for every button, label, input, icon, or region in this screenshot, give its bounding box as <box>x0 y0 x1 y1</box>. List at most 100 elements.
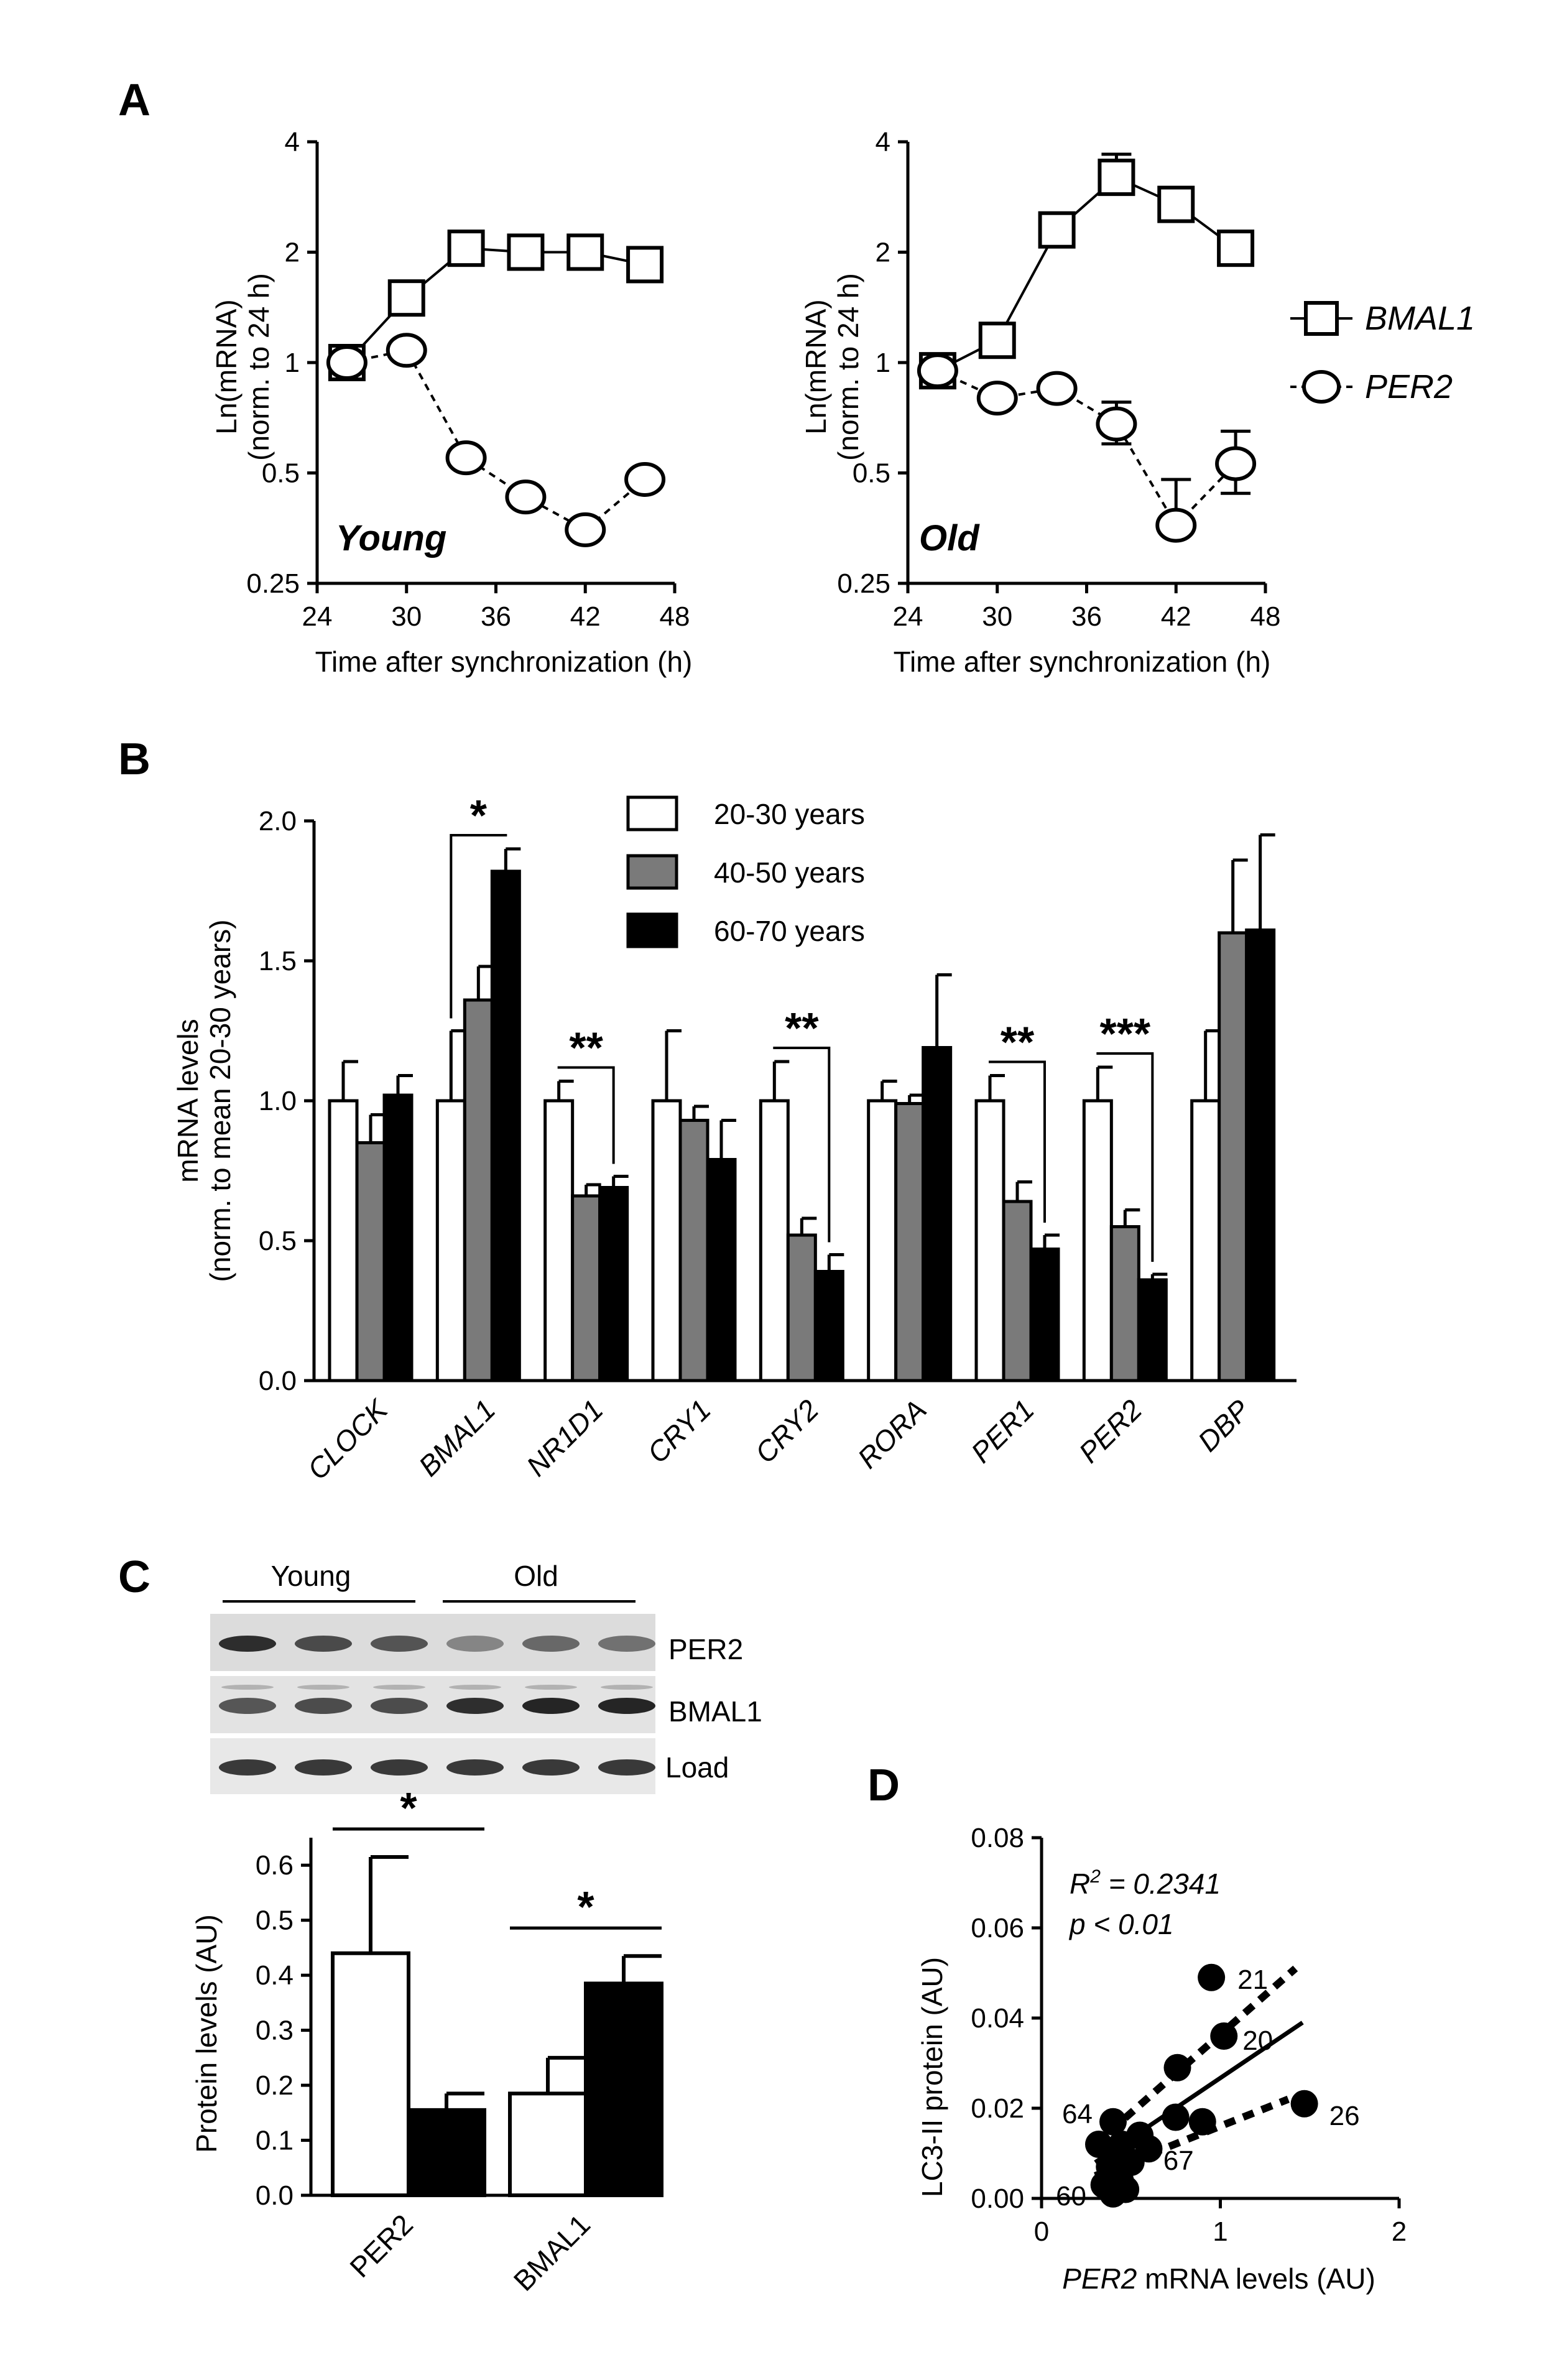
a-young-xlabel: Time after synchronization (h) <box>315 646 693 678</box>
d-data-point <box>1112 2175 1140 2203</box>
b-bar-cry1 <box>706 1158 737 1382</box>
b-bar-clock <box>328 1099 359 1382</box>
d-stat-p: p < 0.01 <box>1068 1908 1174 1940</box>
blot-faint-band <box>221 1685 274 1690</box>
blot-band <box>219 1759 276 1776</box>
b-category-label: CRY1 <box>641 1393 717 1469</box>
blot-band <box>598 1759 655 1776</box>
b-bar-nr1d1 <box>598 1186 629 1382</box>
a-old-per2-point <box>1155 507 1197 543</box>
legend-40-50-label: 40-50 years <box>714 856 865 889</box>
b-y-tick-label: 1.5 <box>259 946 297 976</box>
panel-label-d: D <box>867 1761 900 1810</box>
a-old-bmal1-point <box>1098 159 1135 197</box>
b-category-label: CLOCK <box>301 1392 394 1486</box>
panel-d-chart: LC3-II protein (AU) PER2 mRNA levels (AU… <box>916 1823 1407 2295</box>
a-young-x-tick-label: 48 <box>660 601 690 632</box>
c-y-tick-label: 0.5 <box>256 1905 294 1936</box>
a-old-x-tick-label: 30 <box>982 601 1012 632</box>
blot-band <box>446 1698 504 1714</box>
b-category-label: NR1D1 <box>520 1393 609 1482</box>
b-significance-bracket <box>1096 1052 1154 1262</box>
a-young-y-tick-label: 0.25 <box>246 568 300 599</box>
a-old-x-tick-label: 42 <box>1161 601 1191 632</box>
d-data-point <box>1198 1963 1226 1991</box>
d-point-label: 21 <box>1237 1965 1268 1995</box>
b-bar-dbp <box>1218 931 1249 1382</box>
b-bar-cry2 <box>786 1233 817 1382</box>
c-bar-per2 <box>407 2108 486 2197</box>
b-bar-rora <box>894 1102 925 1382</box>
blot-band <box>522 1636 580 1652</box>
d-y-tick-label: 0.04 <box>971 2003 1024 2034</box>
d-data-point <box>1162 2103 1190 2131</box>
d-data-point <box>1108 2131 1136 2158</box>
a-young-per2-point <box>505 479 547 515</box>
legend-60-70-swatch <box>626 912 678 948</box>
blot-strip-0 <box>210 1614 655 1671</box>
panel-a-young-chart: Ln(mRNA) (norm. to 24 h) Time after sync… <box>210 127 692 678</box>
blot-faint-band <box>373 1685 425 1690</box>
a-young-inset-label: Young <box>336 518 446 558</box>
panel-label-b: B <box>118 734 150 784</box>
blot-faint-band <box>297 1685 349 1690</box>
d-data-point <box>1099 2108 1127 2136</box>
a-young-ylabel2: (norm. to 24 h) <box>243 273 275 461</box>
a-young-x-tick-label: 30 <box>391 601 422 632</box>
c-bar-bmal1 <box>508 2091 588 2198</box>
blot-band <box>295 1759 352 1776</box>
b-y-tick-label: 1.0 <box>259 1086 297 1116</box>
b-significance-bracket <box>557 1066 615 1164</box>
b-bar-per1 <box>1029 1248 1060 1382</box>
c-ylabel: Protein levels (AU) <box>190 1914 223 2152</box>
d-stat-r2: R2 = 0.2341 <box>1070 1866 1221 1900</box>
b-bar-cry2 <box>759 1099 790 1382</box>
a-old-inset-label: Old <box>919 518 980 558</box>
b-bar-clock <box>355 1141 386 1382</box>
b-category-label: RORA <box>851 1393 933 1475</box>
a-legend: BMAL1 PER2 <box>1290 300 1475 405</box>
c-category-label: BMAL1 <box>507 2208 596 2297</box>
panel-a-old-chart: Ln(mRNA) (norm. to 24 h) Time after sync… <box>800 127 1280 678</box>
b-category-label: DBP <box>1191 1393 1256 1458</box>
b-bar-bmal1 <box>463 998 494 1382</box>
blot-group-young: Young <box>271 1560 351 1592</box>
panel-label-a: A <box>118 75 150 125</box>
b-category-label: CRY2 <box>749 1393 825 1469</box>
blot-band <box>522 1759 580 1776</box>
blot-band <box>371 1636 428 1652</box>
blot-band <box>295 1698 352 1714</box>
c-significance-star: * <box>400 1784 417 1832</box>
blot-band <box>219 1636 276 1652</box>
d-ylabel: LC3-II protein (AU) <box>916 1957 948 2197</box>
d-x-tick-label: 1 <box>1213 2216 1227 2247</box>
a-old-per2-point <box>976 381 1018 416</box>
b-category-label: PER1 <box>964 1393 1040 1469</box>
panel-c-western-blot: Young Old PER2 BMAL1 Load <box>210 1560 762 1794</box>
d-point-label: 20 <box>1242 2026 1273 2056</box>
legend-per2-marker <box>1302 370 1341 404</box>
d-xlabel-gene: PER2 <box>1062 2262 1137 2295</box>
b-bar-per2 <box>1082 1099 1113 1382</box>
a-young-bmal1-point <box>387 279 425 317</box>
b-category-label: BMAL1 <box>412 1393 501 1482</box>
blot-band <box>295 1636 352 1652</box>
b-y-tick-label: 0.5 <box>259 1226 297 1256</box>
c-bar-per2 <box>331 1951 410 2198</box>
a-young-per2-point <box>624 461 666 497</box>
a-old-x-tick-label: 48 <box>1250 601 1281 632</box>
legend-20-30-swatch <box>626 795 678 831</box>
blot-row-label-bmal1: BMAL1 <box>668 1695 762 1728</box>
b-significance-bracket <box>450 834 507 1019</box>
c-y-tick-label: 0.6 <box>256 1850 294 1881</box>
b-bar-dbp <box>1190 1099 1221 1382</box>
legend-bmal1-marker <box>1304 301 1339 336</box>
blot-strip-2 <box>210 1738 655 1794</box>
legend-60-70-label: 60-70 years <box>714 915 865 947</box>
d-data-point <box>1135 2135 1163 2163</box>
a-young-per2-line <box>346 349 646 532</box>
c-bar-bmal1 <box>584 1981 663 2198</box>
legend-40-50-swatch <box>626 854 678 890</box>
a-old-y-tick-label: 4 <box>876 127 890 157</box>
